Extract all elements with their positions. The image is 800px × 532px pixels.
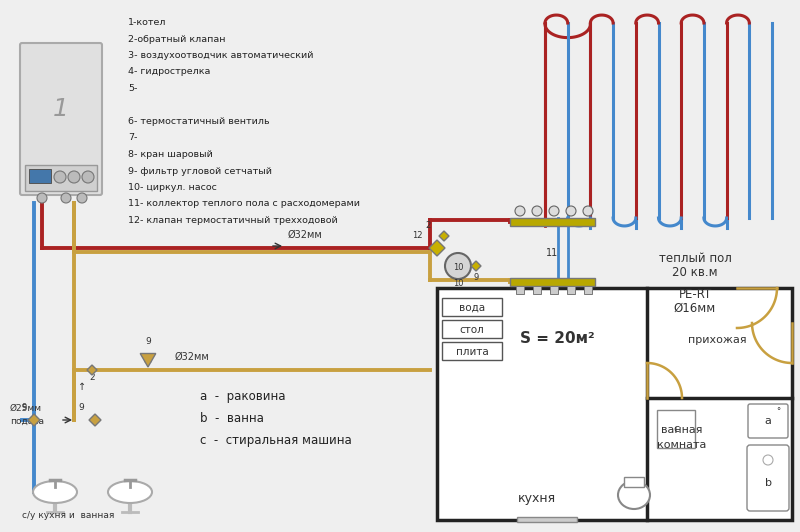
Text: 11: 11 (546, 248, 558, 258)
Text: 1-котел: 1-котел (128, 18, 166, 27)
Text: 2: 2 (426, 221, 430, 230)
Text: Ø25мм: Ø25мм (10, 404, 42, 413)
Text: 10: 10 (453, 262, 463, 271)
Bar (25, 165, 97, 191)
Bar (516, 286, 524, 294)
Text: b: b (765, 478, 771, 488)
Text: 9: 9 (22, 403, 27, 412)
Text: a  -  раковина: a - раковина (200, 390, 286, 403)
Bar (567, 286, 575, 294)
Text: Ø32мм: Ø32мм (288, 230, 322, 240)
Text: PE-RT: PE-RT (678, 288, 712, 301)
Text: 9: 9 (145, 337, 151, 346)
Text: 9: 9 (78, 403, 84, 412)
Bar (29, 169, 51, 183)
Ellipse shape (33, 481, 77, 503)
Ellipse shape (618, 481, 650, 509)
Text: 11- коллектор теплого пола с расходомерами: 11- коллектор теплого пола с расходомера… (128, 200, 360, 209)
Text: 3- воздухоотводчик автоматический: 3- воздухоотводчик автоматический (128, 51, 314, 60)
Text: 9- фильтр угловой сетчатый: 9- фильтр угловой сетчатый (128, 167, 272, 176)
Text: плита: плита (456, 347, 488, 357)
Text: °: ° (776, 408, 780, 417)
Bar (584, 286, 592, 294)
Bar (437, 288, 792, 520)
Circle shape (445, 253, 471, 279)
FancyBboxPatch shape (748, 404, 788, 438)
Text: подача: подача (10, 417, 44, 426)
Circle shape (583, 206, 593, 216)
Circle shape (68, 171, 80, 183)
Text: с/у кухня и  ванная: с/у кухня и ванная (22, 511, 114, 520)
Circle shape (549, 206, 559, 216)
Text: 4- гидрострелка: 4- гидрострелка (128, 68, 210, 77)
Text: 7-: 7- (128, 134, 138, 143)
Circle shape (763, 455, 773, 465)
Bar (517, 517, 577, 522)
FancyBboxPatch shape (20, 43, 102, 195)
Text: комната: комната (658, 440, 706, 450)
Text: ванная: ванная (662, 425, 702, 435)
Bar (533, 286, 541, 294)
Text: ↑: ↑ (78, 382, 86, 392)
Text: c: c (673, 424, 679, 434)
FancyBboxPatch shape (747, 445, 789, 511)
Circle shape (77, 193, 87, 203)
Text: 1: 1 (53, 97, 69, 121)
Circle shape (532, 206, 542, 216)
Text: 5-: 5- (128, 84, 138, 93)
Text: 12- клапан термостатичный трехходовой: 12- клапан термостатичный трехходовой (128, 216, 338, 225)
Ellipse shape (108, 481, 152, 503)
Bar (510, 278, 595, 286)
Text: S = 20м²: S = 20м² (520, 331, 594, 346)
Text: кухня: кухня (518, 492, 556, 505)
Circle shape (54, 171, 66, 183)
Text: стол: стол (460, 325, 484, 335)
Circle shape (515, 206, 525, 216)
Text: Ø32мм: Ø32мм (175, 352, 210, 362)
Text: вода: вода (459, 303, 485, 313)
Circle shape (37, 193, 47, 203)
Bar (442, 342, 502, 360)
Text: a: a (765, 416, 771, 426)
Text: 2: 2 (89, 373, 94, 382)
Circle shape (61, 193, 71, 203)
Bar (510, 218, 595, 226)
Text: 12: 12 (412, 231, 422, 240)
Text: Ø16мм: Ø16мм (674, 302, 716, 315)
Circle shape (82, 171, 94, 183)
Text: 10- циркул. насос: 10- циркул. насос (128, 183, 217, 192)
Text: теплый пол: теплый пол (658, 252, 731, 265)
Bar (657, 410, 695, 448)
Circle shape (566, 206, 576, 216)
Text: 20 кв.м: 20 кв.м (672, 266, 718, 279)
Bar (624, 477, 644, 487)
Text: b  -  ванна: b - ванна (200, 412, 264, 425)
Text: 9: 9 (474, 273, 478, 282)
Bar (442, 320, 502, 338)
Text: c  -  стиральная машина: c - стиральная машина (200, 434, 352, 447)
Text: 6- термостатичный вентиль: 6- термостатичный вентиль (128, 117, 270, 126)
Bar (550, 286, 558, 294)
Bar (442, 298, 502, 316)
Text: 8- кран шаровый: 8- кран шаровый (128, 150, 213, 159)
Text: 2-обратный клапан: 2-обратный клапан (128, 35, 226, 44)
Text: прихожая: прихожая (688, 335, 746, 345)
Text: 10: 10 (453, 279, 463, 288)
